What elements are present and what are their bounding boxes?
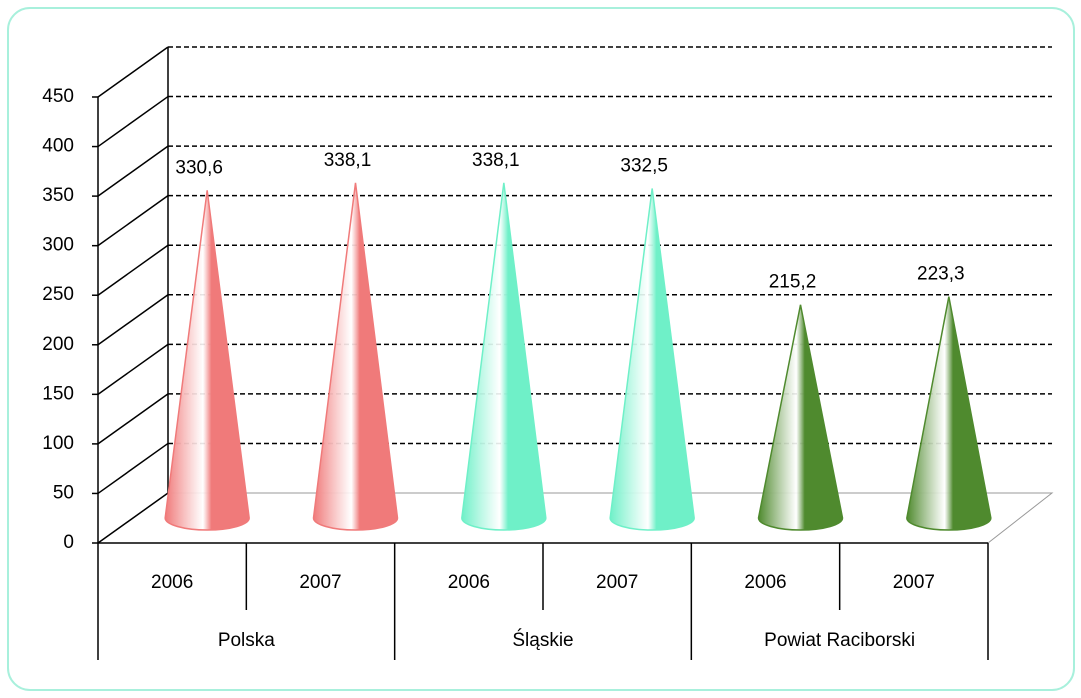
group-label: Powiat Raciborski bbox=[764, 630, 915, 651]
value-label: 215,2 bbox=[769, 272, 817, 293]
x-tick-label: 2006 bbox=[744, 572, 786, 593]
x-tick-label: 2006 bbox=[151, 572, 193, 593]
y-tick-label: 150 bbox=[42, 383, 74, 404]
value-label: 338,1 bbox=[472, 150, 520, 171]
group-label: Śląskie bbox=[512, 629, 573, 651]
x-tick-label: 2006 bbox=[448, 572, 490, 593]
chart: 0 50 100 150 200 250 300 350 400 450 Polska Śląskie… bbox=[0, 0, 1081, 698]
y-tick-label: 250 bbox=[42, 284, 74, 305]
x-tick-label: 2007 bbox=[596, 572, 638, 593]
value-label: 330,6 bbox=[175, 157, 223, 178]
y-tick-label: 300 bbox=[42, 235, 74, 256]
group-label: Polska bbox=[218, 630, 275, 651]
y-tick-label: 400 bbox=[42, 136, 74, 157]
value-label: 332,5 bbox=[620, 155, 668, 176]
y-tick-label: 450 bbox=[42, 86, 74, 107]
y-tick-label: 0 bbox=[63, 532, 74, 553]
y-tick-label: 200 bbox=[42, 334, 74, 355]
value-label: 223,3 bbox=[917, 264, 965, 285]
value-label: 338,1 bbox=[324, 150, 372, 171]
y-tick-label: 350 bbox=[42, 185, 74, 206]
x-tick-label: 2007 bbox=[893, 572, 935, 593]
y-tick-label: 50 bbox=[53, 482, 74, 503]
x-tick-label: 2007 bbox=[299, 572, 341, 593]
y-tick-label: 100 bbox=[42, 433, 74, 454]
